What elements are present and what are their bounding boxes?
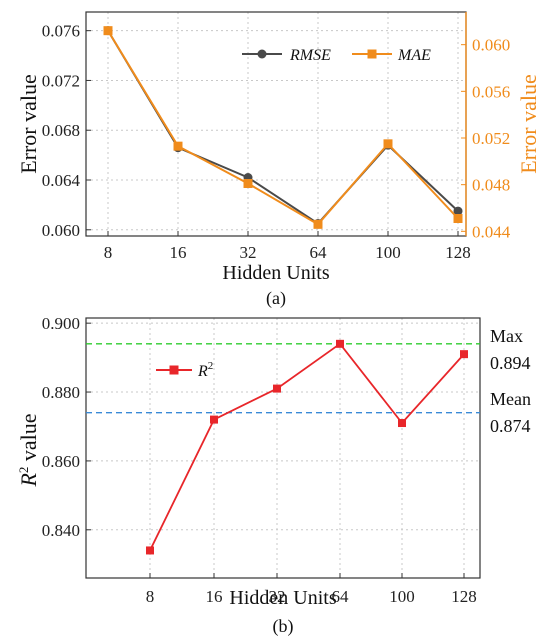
y-tick-label-b: 0.880 bbox=[42, 383, 80, 402]
data-point-r2 bbox=[398, 419, 406, 428]
mean-label: Mean bbox=[490, 389, 531, 409]
data-point-rmse bbox=[453, 206, 463, 216]
data-point-mae bbox=[313, 219, 323, 229]
y-tick-label-a: 0.068 bbox=[42, 121, 80, 140]
data-point-mae bbox=[173, 141, 183, 151]
y-tick-label-b: 0.840 bbox=[42, 521, 80, 540]
x-tick-label-a: 8 bbox=[104, 243, 113, 262]
plot-frame-b bbox=[85, 317, 481, 579]
caption-a: (a) bbox=[266, 288, 286, 309]
legend-rmse-marker bbox=[257, 49, 267, 59]
y2-axis-title-a: Error value bbox=[516, 74, 541, 174]
legend-r2-marker bbox=[169, 365, 179, 375]
data-point-mae bbox=[103, 26, 113, 36]
grid-a bbox=[86, 12, 466, 236]
panel-a: 8 16 32 64 100 128 0.060 0.064 0.068 0.072 0.076 0.… bbox=[16, 11, 541, 309]
data-point-mae bbox=[243, 179, 253, 188]
y-tick-label-a: 0.064 bbox=[42, 171, 81, 190]
reference-lines-b bbox=[86, 343, 480, 414]
y-axis-title-b: R2 value bbox=[16, 413, 41, 487]
max-label: Max bbox=[490, 326, 523, 346]
y2-tick-label-a: 0.048 bbox=[472, 176, 510, 195]
legend-b: R2 bbox=[156, 360, 213, 380]
plot-frame-a bbox=[85, 11, 467, 237]
x-tick-label-b: 32 bbox=[269, 587, 286, 606]
data-point-r2 bbox=[460, 350, 468, 359]
x-tick-label-b: 64 bbox=[332, 587, 350, 606]
series-b bbox=[146, 339, 468, 555]
grid-b bbox=[86, 318, 480, 578]
series-a bbox=[103, 26, 463, 229]
x-tick-label-b: 16 bbox=[206, 587, 223, 606]
x-tick-label-a: 16 bbox=[170, 243, 187, 262]
y2-tick-label-a: 0.052 bbox=[472, 129, 510, 148]
y-axis-title-a: Error value bbox=[16, 74, 41, 174]
x-tick-label-a: 128 bbox=[445, 243, 471, 262]
x-tick-label-b: 8 bbox=[146, 587, 155, 606]
axes-b: 8 16 32 64 100 128 0.840 0.860 0.880 0.900 bbox=[42, 314, 477, 606]
data-point-mae bbox=[383, 139, 393, 149]
y-tick-label-a: 0.060 bbox=[42, 221, 80, 240]
x-tick-label-b: 128 bbox=[451, 587, 477, 606]
axes-a: 8 16 32 64 100 128 0.060 0.064 0.068 0.072 0.076 0.… bbox=[42, 12, 511, 262]
x-axis-title-a: Hidden Units bbox=[222, 262, 329, 284]
y2-tick-label-a: 0.060 bbox=[472, 36, 510, 55]
x-tick-label-a: 64 bbox=[310, 243, 328, 262]
legend-r2-label: R2 bbox=[197, 360, 213, 380]
data-point-r2 bbox=[273, 384, 281, 393]
series-line-mae bbox=[107, 30, 459, 226]
data-point-r2 bbox=[146, 546, 154, 555]
caption-b: (b) bbox=[273, 616, 294, 637]
data-point-r2 bbox=[336, 339, 344, 348]
max-value-label: 0.894 bbox=[490, 353, 531, 373]
x-tick-label-a: 100 bbox=[375, 243, 401, 262]
legend-rmse-label: RMSE bbox=[289, 47, 331, 64]
legend-mae-label: MAE bbox=[397, 47, 431, 64]
y2-tick-label-a: 0.044 bbox=[472, 222, 511, 241]
x-tick-label-a: 32 bbox=[240, 243, 257, 262]
y-tick-label-b: 0.900 bbox=[42, 314, 80, 333]
legend-mae-marker bbox=[367, 49, 377, 59]
series-line-r2 bbox=[149, 342, 465, 551]
panel-b: 8 16 32 64 100 128 0.840 0.860 0.880 0.900 R2 Max… bbox=[16, 314, 531, 637]
y2-tick-label-a: 0.056 bbox=[472, 82, 510, 101]
data-point-r2 bbox=[210, 415, 218, 424]
x-tick-label-b: 100 bbox=[389, 587, 415, 606]
legend-a: RMSE MAE bbox=[242, 47, 431, 64]
x-axis-title-b: Hidden Units bbox=[229, 587, 336, 609]
y-tick-label-a: 0.072 bbox=[42, 71, 80, 90]
y-tick-label-b: 0.860 bbox=[42, 452, 80, 471]
y-tick-label-a: 0.076 bbox=[42, 22, 80, 41]
data-point-mae bbox=[453, 214, 463, 223]
mean-value-label: 0.874 bbox=[490, 416, 531, 436]
